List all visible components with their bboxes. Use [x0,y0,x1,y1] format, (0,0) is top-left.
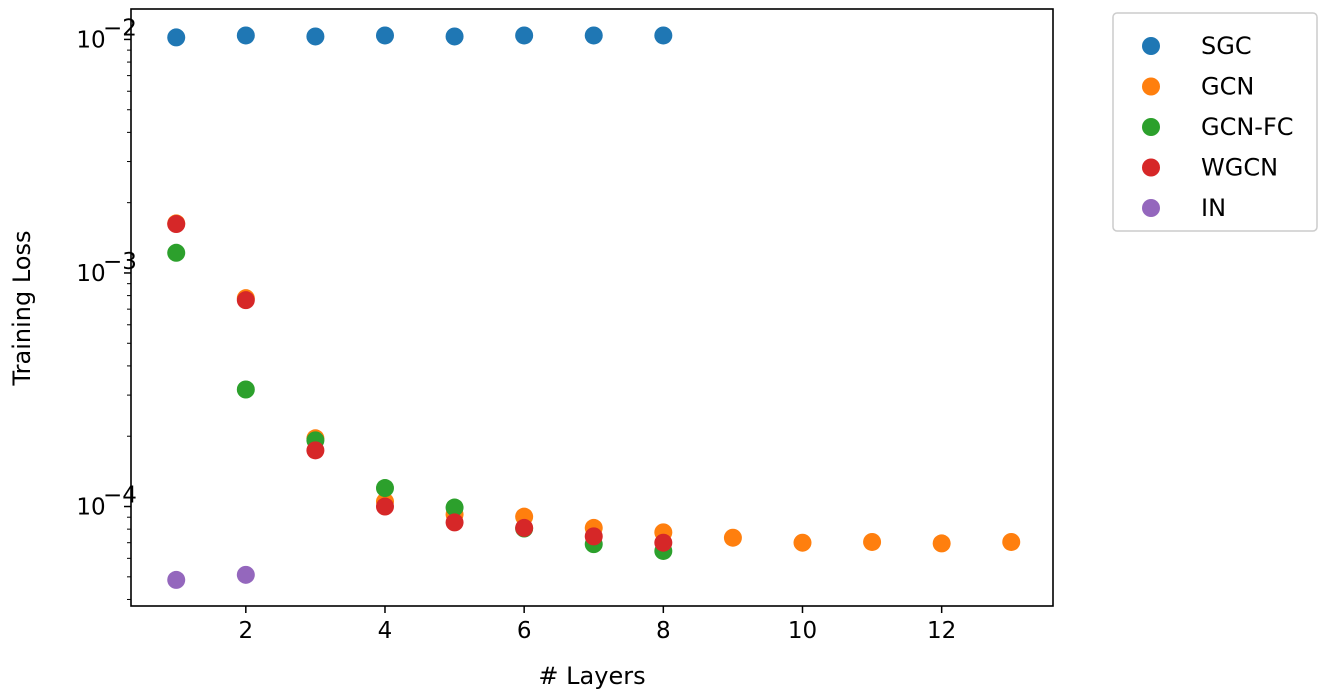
point-wgcn [515,518,534,537]
point-sgc [375,26,394,45]
legend-marker-gcn [1142,77,1160,96]
point-gcn-fc [445,498,464,517]
x-axis-label: # Layers [538,662,645,690]
y-tick-label: 10 [76,261,105,287]
legend-frame [1112,12,1318,232]
x-tick-label: 4 [378,618,393,644]
x-tick-label: 2 [238,618,253,644]
y-tick-exponent: −2 [103,15,137,41]
point-wgcn [654,533,673,552]
point-gcn [723,528,742,547]
data-points [167,26,1021,589]
point-sgc [654,26,673,45]
point-gcn-fc [236,380,255,399]
y-axis-ticks: 10−410−310−2 [76,15,137,600]
point-wgcn [306,441,325,460]
point-gcn [793,533,812,552]
legend-marker-in [1142,199,1160,217]
point-gcn [1002,532,1021,551]
x-tick-label: 6 [517,618,532,644]
point-wgcn [167,215,186,234]
y-tick-label: 10 [76,495,105,521]
point-sgc [236,26,255,45]
point-in [236,565,255,584]
x-axis-ticks: 2 4 6 8 10 12 [238,606,956,644]
point-sgc [445,27,464,46]
point-wgcn [375,497,394,516]
point-gcn [932,534,951,553]
legend-label-in: IN [1201,194,1226,222]
legend-marker-wgcn [1142,158,1160,177]
point-sgc [515,26,534,45]
point-sgc [584,26,603,45]
legend-label-gcn: GCN [1201,73,1254,101]
x-tick-label: 12 [927,618,956,644]
point-wgcn [236,291,255,310]
x-tick-label: 10 [788,618,817,644]
point-gcn-fc [375,479,394,498]
legend-label-wgcn: WGCN [1201,154,1278,182]
y-tick-label: 10 [76,27,105,53]
plot-frame [130,8,1054,607]
legend-label-gcn-fc: GCN-FC [1201,113,1294,141]
y-tick-exponent: −4 [103,483,137,509]
point-sgc [167,28,186,47]
legend: SGC GCN GCN-FC WGCN IN [1112,12,1318,232]
point-in [167,570,186,589]
point-gcn [863,532,882,551]
point-wgcn [584,527,603,546]
legend-label-sgc: SGC [1201,32,1252,60]
x-tick-label: 8 [656,618,671,644]
y-axis-label: Training Loss [8,231,36,387]
legend-marker-gcn-fc [1142,118,1160,136]
point-wgcn [445,513,464,532]
point-sgc [306,27,325,46]
legend-marker-sgc [1142,37,1160,55]
y-tick-exponent: −3 [103,249,137,275]
point-gcn-fc [167,243,186,262]
